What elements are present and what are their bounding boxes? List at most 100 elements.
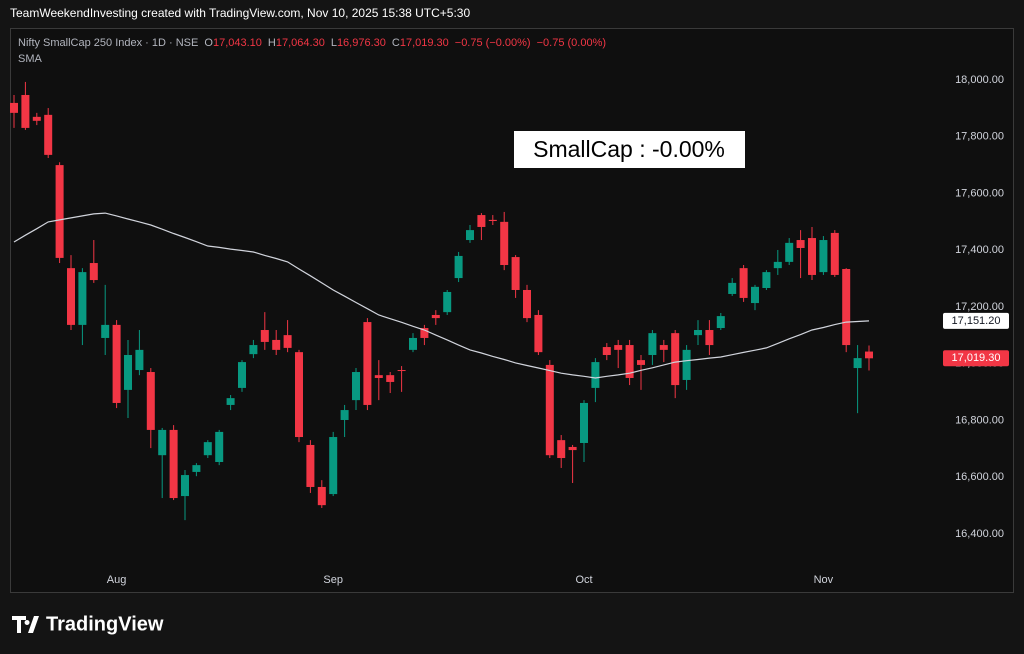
- candle-body: [55, 165, 64, 258]
- legend-key: H: [268, 37, 276, 49]
- candle-body: [739, 268, 748, 298]
- legend-key: O: [204, 37, 213, 49]
- x-tick-label: Aug: [107, 574, 127, 586]
- y-tick-label: 17,800.00: [955, 131, 1004, 143]
- candle-body: [694, 330, 702, 336]
- y-tick-label: 16,400.00: [955, 528, 1004, 540]
- symbol-title: Nifty SmallCap 250 Index · 1D · NSE: [18, 37, 198, 49]
- candle-body: [32, 116, 41, 121]
- candle-body: [67, 268, 75, 325]
- candle-body: [397, 370, 406, 372]
- legend-value: 16,976.30: [337, 37, 386, 49]
- y-tick-label: 17,200.00: [955, 301, 1004, 313]
- candle-body: [226, 398, 235, 405]
- candle-body: [169, 429, 178, 499]
- candle-body: [762, 272, 771, 289]
- candle-body: [648, 333, 657, 355]
- candle-body: [260, 330, 269, 342]
- candle-body: [101, 324, 110, 338]
- candle-body: [352, 372, 360, 401]
- candle-body: [306, 444, 315, 487]
- plot-frame: [10, 28, 1014, 593]
- x-tick-label: Oct: [575, 574, 592, 586]
- candle-body: [158, 429, 167, 456]
- candle-body: [591, 362, 600, 388]
- y-tick-label: 17,600.00: [955, 187, 1004, 199]
- legend-value: −0.75 (0.00%): [537, 37, 606, 49]
- y-tick-label: 16,600.00: [955, 471, 1004, 483]
- candle-body: [420, 328, 429, 338]
- candle-body: [363, 322, 372, 405]
- candle-body: [557, 440, 566, 459]
- candle-body: [283, 335, 292, 348]
- candle-body: [751, 286, 759, 304]
- legend: Nifty SmallCap 250 Index · 1D · NSE O 17,…: [18, 37, 606, 49]
- logo-icon: [12, 616, 39, 633]
- candle-body: [249, 345, 258, 355]
- candle-body: [728, 282, 737, 294]
- candle-body: [146, 372, 155, 430]
- candle-body: [682, 349, 691, 380]
- candle-body: [716, 316, 725, 329]
- candle-body: [477, 215, 486, 227]
- candle-body: [466, 230, 474, 241]
- candle-body: [112, 324, 121, 403]
- candle-body: [215, 431, 224, 462]
- candle-body: [511, 257, 520, 290]
- candle-body: [625, 345, 634, 378]
- candle-body: [124, 354, 132, 390]
- candle-body: [44, 114, 53, 155]
- candle-body: [545, 364, 554, 456]
- candle-body: [671, 333, 680, 386]
- candle-body: [637, 360, 645, 365]
- candle-body: [329, 437, 338, 495]
- candle-body: [192, 465, 201, 472]
- candle-body: [853, 358, 862, 369]
- legend-key: L: [331, 37, 337, 49]
- price-tag-label: 17,019.30: [952, 352, 1001, 364]
- candle-body: [500, 221, 509, 266]
- candle-body: [534, 314, 543, 353]
- x-tick-label: Sep: [323, 574, 343, 586]
- candle-body: [238, 362, 246, 388]
- candle-body: [317, 486, 326, 506]
- legend-value: 17,019.30: [400, 37, 449, 49]
- candle-body: [796, 240, 805, 248]
- legend-key: C: [392, 37, 400, 49]
- candle-body: [842, 268, 851, 346]
- x-tick-label: Nov: [814, 574, 834, 586]
- indicator-name: SMA: [18, 53, 43, 65]
- candle-body: [808, 238, 816, 275]
- legend-value: 17,064.30: [276, 37, 325, 49]
- candle-body: [78, 272, 87, 325]
- candle-body: [374, 375, 383, 378]
- candle-body: [614, 345, 623, 350]
- logo-text: TradingView: [46, 613, 164, 635]
- candle-body: [181, 475, 189, 497]
- y-tick-label: 18,000.00: [955, 74, 1004, 86]
- price-tag-label: 17,151.20: [952, 315, 1001, 327]
- candle-body: [295, 352, 303, 438]
- candle-body: [488, 219, 497, 222]
- candle-body: [830, 232, 839, 275]
- candle-body: [819, 240, 828, 273]
- candle-body: [659, 345, 668, 350]
- candle-body: [21, 94, 30, 128]
- candle-body: [89, 263, 98, 281]
- candle-body: [10, 102, 18, 113]
- candle-body: [203, 442, 212, 456]
- candle-body: [568, 446, 577, 451]
- candle-body: [602, 347, 611, 355]
- candle-body: [340, 410, 349, 420]
- sma-line: [13, 212, 870, 379]
- candle-body: [773, 261, 782, 269]
- candle-body: [705, 330, 714, 346]
- candle-body: [454, 255, 463, 279]
- candle-body: [272, 339, 281, 350]
- candle-body: [431, 314, 440, 319]
- annotation: SmallCap : -0.00%: [533, 136, 725, 162]
- price-tag: [943, 350, 1009, 367]
- candle-body: [409, 337, 417, 350]
- watermark: TeamWeekendInvesting created with Tradin…: [10, 6, 470, 20]
- candle-body: [580, 402, 588, 443]
